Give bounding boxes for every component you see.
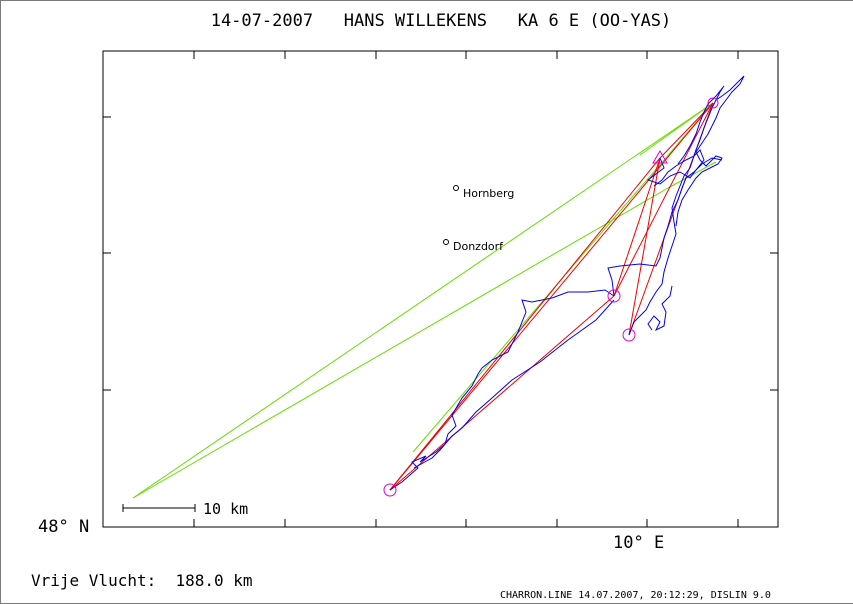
plot-frame — [102, 50, 779, 528]
turnpoint-2 — [607, 289, 621, 303]
task-lines — [389, 102, 714, 491]
lon-axis-label: 10° E — [613, 533, 664, 553]
place-markers — [443, 185, 459, 245]
turnpoint-5 — [652, 150, 668, 164]
turnpoint-3 — [622, 328, 636, 342]
turnpoint-4 — [707, 97, 719, 109]
lat-axis-label: 48° N — [38, 517, 89, 537]
place-marker-donzdorf — [443, 239, 449, 245]
place-label-donzdorf: Donzdorf — [453, 240, 504, 253]
distance-text: Vrije Vlucht: 188.0 km — [31, 571, 253, 590]
place-label-hornberg: Hornberg — [463, 187, 514, 200]
sector-lines — [132, 102, 717, 499]
place-marker-hornberg — [453, 185, 459, 191]
turnpoint-start — [383, 483, 397, 497]
scale-bar — [122, 504, 196, 512]
scale-bar-label: 10 km — [203, 500, 248, 518]
map-title: 14-07-2007 HANS WILLEKENS KA 6 E (OO-YAS… — [211, 11, 672, 31]
flight-track — [389, 75, 745, 491]
program-info: CHARRON.LINE 14.07.2007, 20:12:29, DISLI… — [500, 590, 771, 601]
turnpoint-markers — [383, 97, 719, 497]
axis-ticks — [103, 51, 778, 527]
